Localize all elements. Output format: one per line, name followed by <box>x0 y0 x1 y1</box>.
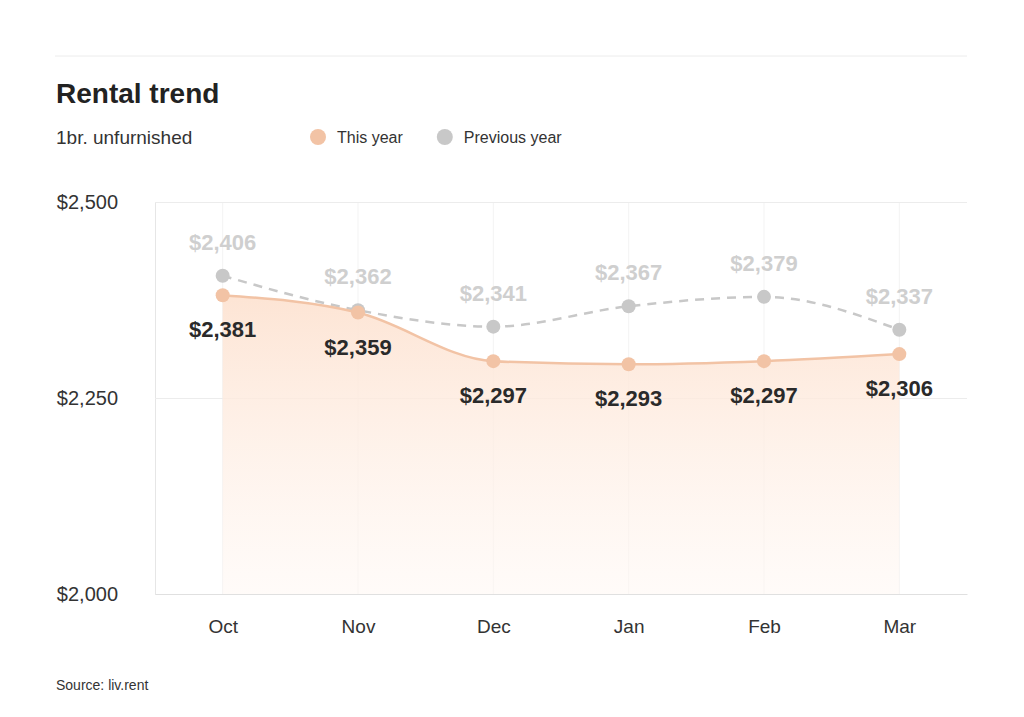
subtitle: 1br. unfurnished <box>56 127 192 148</box>
x-tick-label: Jan <box>614 616 645 637</box>
x-tick-label: Dec <box>477 616 511 637</box>
x-tick: Jan <box>614 594 645 637</box>
marker <box>622 299 636 313</box>
title: Rental trend <box>56 78 219 109</box>
data-label: $2,293 <box>595 386 662 411</box>
marker <box>757 290 771 304</box>
marker <box>351 306 365 320</box>
legend-item: This year <box>310 129 403 146</box>
y-grid-line <box>155 202 967 203</box>
x-axis: Oct Nov Dec Jan Feb Mar <box>156 594 968 637</box>
source: Source: liv.rent <box>56 677 148 693</box>
marker <box>892 323 906 337</box>
marker <box>486 354 500 368</box>
marker <box>486 320 500 334</box>
x-tick: Mar <box>883 594 916 637</box>
marker <box>892 347 906 361</box>
legend-label: Previous year <box>464 129 562 146</box>
data-label: $2,341 <box>460 281 527 306</box>
data-label: $2,306 <box>866 376 933 401</box>
legend-swatch <box>310 129 326 145</box>
line <box>223 295 900 364</box>
x-tick-label: Mar <box>883 616 916 637</box>
x-tick: Feb <box>748 594 781 637</box>
data-label: $2,367 <box>595 260 662 285</box>
y-tick-label: $2,250 <box>57 387 118 409</box>
x-tick-label: Feb <box>748 616 781 637</box>
plot-marks <box>216 269 907 594</box>
y-tick-label: $2,500 <box>57 191 118 213</box>
data-label: $2,381 <box>189 317 256 342</box>
legend-item: Previous year <box>437 129 562 146</box>
x-tick-label: Oct <box>208 616 238 637</box>
data-label: $2,379 <box>730 251 797 276</box>
data-label: $2,359 <box>324 335 391 360</box>
marker <box>216 288 230 302</box>
data-label: $2,406 <box>189 230 256 255</box>
x-tick: Nov <box>342 594 376 637</box>
data-label: $2,297 <box>460 383 527 408</box>
legend-swatch <box>437 129 453 145</box>
x-grid <box>223 202 900 594</box>
marker <box>757 354 771 368</box>
legend-label: This year <box>337 129 403 146</box>
data-label: $2,297 <box>730 383 797 408</box>
marker <box>622 357 636 371</box>
y-tick: $2,500 <box>57 191 967 213</box>
area <box>223 295 900 594</box>
marker <box>216 269 230 283</box>
y-tick-label: $2,000 <box>57 583 118 605</box>
y-axis: $2,000 $2,250 $2,500 <box>57 191 967 605</box>
data-labels: $2,406 $2,362 $2,341 $2,367 $2,379 $2,337 $2,3… <box>189 230 933 412</box>
x-axis-line <box>156 594 968 595</box>
chart: Rental trend 1br. unfurnished $2,000 $2,250… <box>0 0 1024 717</box>
data-label: $2,362 <box>324 264 391 289</box>
top-rule <box>55 56 967 57</box>
x-tick-label: Nov <box>342 616 376 637</box>
legend: This year Previous year <box>310 129 562 146</box>
y-grid-line <box>155 594 967 595</box>
data-label: $2,337 <box>866 284 933 309</box>
x-tick: Dec <box>477 594 511 637</box>
x-tick: Oct <box>208 594 238 637</box>
